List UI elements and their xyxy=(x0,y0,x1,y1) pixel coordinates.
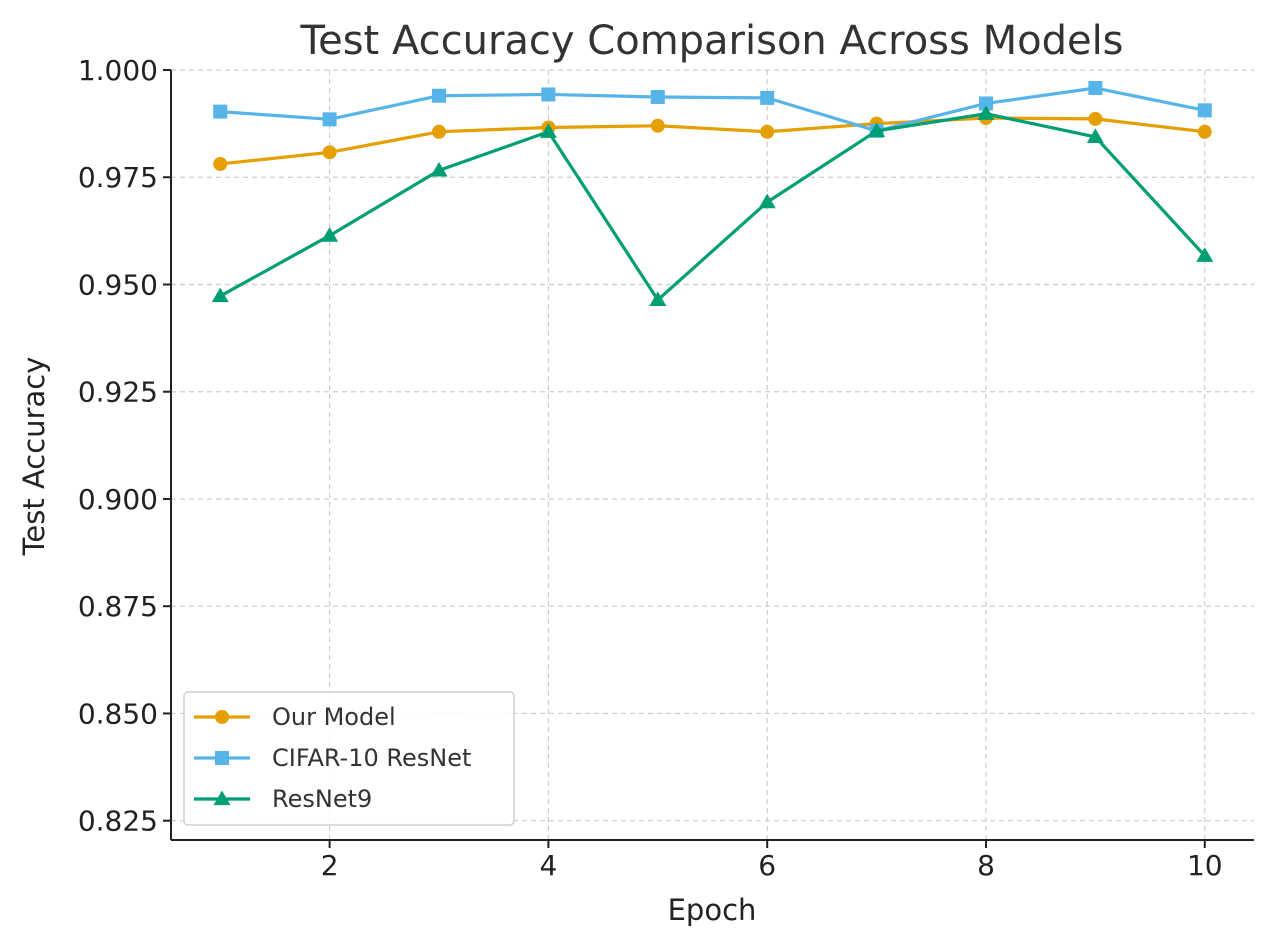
data-point-resnet9 xyxy=(649,291,667,307)
legend: Our Model CIFAR-10 ResNet ResNet9 xyxy=(183,691,515,826)
series-line-cifar-10-resnet xyxy=(220,86,1206,133)
y-tick-label: 0.825 xyxy=(78,805,158,838)
data-point-our-model xyxy=(322,145,337,160)
y-axis-label: Test Accuracy xyxy=(17,357,51,557)
data-point-resnet9 xyxy=(977,105,995,120)
axes: 2 4 6 8 10 0.825 0.850 0.875 0.900 0.925 0.950 0.97… xyxy=(78,54,1254,882)
data-point-our-model xyxy=(432,124,447,139)
data-point-cifar-10-resnet xyxy=(760,90,775,105)
x-tick-label: 4 xyxy=(539,849,557,882)
series-group xyxy=(211,81,1214,307)
data-point-our-model xyxy=(760,124,775,139)
data-point-cifar-10-resnet xyxy=(322,112,337,127)
y-tick-label: 0.975 xyxy=(78,161,158,194)
x-tick-label: 8 xyxy=(977,849,995,882)
data-point-cifar-10-resnet xyxy=(1197,103,1212,118)
y-tick-label: 0.850 xyxy=(78,697,158,730)
data-point-resnet9 xyxy=(539,123,557,138)
y-tick-label: 0.875 xyxy=(78,590,158,623)
series-line-our-model xyxy=(220,116,1205,166)
y-tick-label: 0.925 xyxy=(78,376,158,409)
y-tick-label: 0.950 xyxy=(78,268,158,301)
data-point-our-model xyxy=(1197,124,1212,139)
legend-marker-our-model xyxy=(215,710,229,724)
legend-label-our-model: Our Model xyxy=(272,703,396,731)
data-point-resnet9 xyxy=(321,227,339,242)
legend-box xyxy=(183,691,515,826)
data-point-cifar-10-resnet xyxy=(432,88,447,103)
x-tick-label: 6 xyxy=(758,849,776,882)
data-point-resnet9 xyxy=(758,193,776,209)
data-point-resnet9 xyxy=(1086,128,1104,144)
legend-marker-resnet9 xyxy=(213,790,231,806)
data-point-resnet9 xyxy=(868,122,886,138)
data-point-cifar-10-resnet xyxy=(650,90,665,105)
data-point-our-model xyxy=(213,156,228,171)
data-point-cifar-10-resnet xyxy=(213,104,228,119)
data-point-cifar-10-resnet xyxy=(541,87,556,102)
data-point-cifar-10-resnet xyxy=(1088,81,1103,96)
series-line-resnet9 xyxy=(219,112,1206,302)
x-tick-label: 2 xyxy=(321,849,339,882)
data-point-our-model xyxy=(650,118,665,133)
x-tick-label: 10 xyxy=(1187,849,1223,882)
legend-marker-cifar-10-resnet xyxy=(215,751,229,765)
data-point-resnet9 xyxy=(430,161,448,177)
data-point-resnet9 xyxy=(1196,247,1214,262)
y-tick-label: 1.000 xyxy=(78,54,158,87)
data-point-resnet9 xyxy=(211,287,229,303)
legend-label-resnet9: ResNet9 xyxy=(272,785,372,813)
series-resnet9 xyxy=(211,105,1214,307)
series-cifar-10-resnet xyxy=(213,81,1212,138)
chart-title: Test Accuracy Comparison Across Models xyxy=(299,18,1123,64)
y-tick-label: 0.900 xyxy=(78,483,158,516)
legend-label-cifar-10-resnet: CIFAR-10 ResNet xyxy=(272,744,471,772)
series-our-model xyxy=(213,111,1212,171)
data-point-our-model xyxy=(1088,111,1103,126)
data-point-cifar-10-resnet xyxy=(978,96,993,111)
x-axis-label: Epoch xyxy=(668,893,757,927)
